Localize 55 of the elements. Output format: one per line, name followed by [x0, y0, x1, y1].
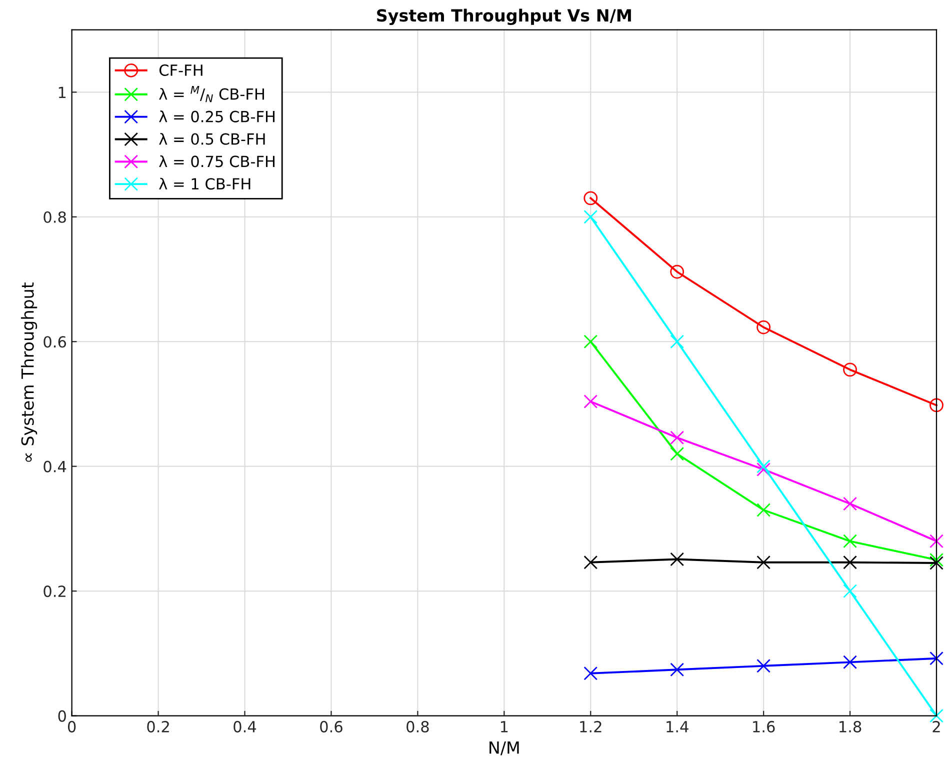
x-tick-label: 1.4	[666, 721, 688, 732]
x-tick-label: 0	[68, 720, 76, 732]
point	[670, 264, 684, 279]
legend-label: λ = 1 CB-FH	[159, 178, 250, 190]
point	[756, 459, 771, 474]
point	[756, 320, 771, 334]
y-tick-label: 1	[58, 86, 66, 98]
point	[670, 552, 684, 566]
point	[584, 191, 598, 206]
point	[843, 496, 857, 511]
point	[670, 662, 684, 677]
y-tick-label: 0	[58, 710, 66, 722]
point	[584, 334, 598, 349]
point	[670, 446, 684, 461]
point	[930, 398, 944, 412]
x-tick-label: 1.2	[580, 720, 602, 732]
point	[843, 534, 857, 548]
point	[930, 534, 944, 548]
legend-label: CF-FH	[159, 64, 202, 76]
point	[843, 584, 857, 598]
point	[584, 555, 598, 570]
point	[756, 462, 771, 476]
x-tick-label: 0.8	[406, 720, 429, 732]
point	[756, 658, 771, 673]
chart-title: System Throughput Vs N/M	[377, 8, 631, 26]
x-axis-title: N/M	[490, 742, 519, 756]
point	[584, 394, 598, 408]
point	[843, 655, 857, 670]
point	[843, 555, 857, 570]
x-tick-label: 1.6	[753, 720, 775, 732]
y-tick-label: 0.8	[44, 211, 66, 223]
x-tick-label: 0.6	[320, 720, 342, 732]
point	[843, 362, 857, 377]
y-tick-label: 0.2	[44, 586, 66, 598]
x-tick-label: 1	[500, 721, 508, 732]
point	[584, 210, 598, 224]
y-tick-label: 0.4	[44, 460, 66, 472]
point	[756, 503, 771, 517]
x-tick-label: 0.4	[234, 720, 256, 732]
x-tick-label: 1.8	[840, 720, 862, 732]
point	[584, 666, 598, 680]
point	[930, 651, 944, 666]
point	[756, 555, 771, 570]
y-tick-label: 0.6	[44, 336, 66, 348]
legend-label: λ = $^{M}$/$_{N}$ CB-FH	[159, 86, 264, 102]
point	[930, 556, 944, 570]
y-axis-title: ∝ System Throughput	[20, 282, 38, 462]
x-tick-label: 2	[932, 720, 940, 732]
x-tick-label: 0.2	[147, 720, 169, 732]
point	[670, 430, 684, 445]
point	[930, 552, 944, 567]
legend-label: λ = 0.5 CB-FH	[159, 132, 265, 145]
point	[670, 334, 684, 349]
legend-label: λ = 0.25 CB-FH	[159, 110, 274, 122]
legend-label: λ = 0.75 CB-FH	[159, 155, 274, 168]
